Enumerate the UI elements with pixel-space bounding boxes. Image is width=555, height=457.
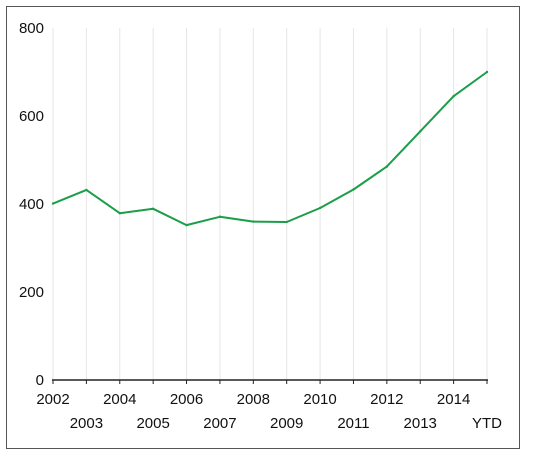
y-tick-label-400: 400: [19, 196, 44, 213]
x-tick-label-2008: 2008: [237, 391, 270, 408]
x-tick-label-2003: 2003: [70, 415, 103, 432]
data-point-2012: [385, 165, 389, 168]
y-tick-label-200: 200: [19, 284, 44, 301]
x-tick-label-2010: 2010: [303, 391, 336, 408]
gridlines: [52, 28, 488, 380]
data-point-2003: [85, 188, 88, 192]
x-tick-labels: 2002200320042005200620072008200920102011…: [36, 391, 502, 432]
x-tick-label-2004: 2004: [103, 391, 136, 408]
x-tick-label-YTD: YTD: [472, 415, 502, 432]
data-point-2007: [218, 215, 222, 218]
data-point-2008: [252, 220, 255, 223]
y-tick-label-0: 0: [36, 372, 44, 389]
x-tick-label-2007: 2007: [203, 415, 236, 432]
data-point-2002: [51, 202, 55, 205]
series-layer: [51, 70, 489, 227]
chart-frame: [6, 6, 520, 449]
series-line-0: [52, 71, 488, 227]
x-tick-label-2012: 2012: [370, 391, 403, 408]
x-tick-label-2014: 2014: [437, 391, 470, 408]
x-tick-label-2002: 2002: [36, 391, 69, 408]
data-point-2011: [352, 188, 355, 191]
x-tick-label-2009: 2009: [270, 415, 303, 432]
data-point-2010: [318, 206, 322, 210]
axes: [52, 379, 488, 384]
data-point-2004: [118, 212, 121, 215]
data-point-2005: [151, 207, 155, 211]
y-tick-labels: 0 200 400 600 800: [19, 20, 44, 389]
data-point-YTD: [485, 70, 489, 74]
y-tick-label-800: 800: [19, 20, 44, 37]
data-point-2009: [285, 220, 288, 224]
data-point-2006: [185, 223, 188, 227]
x-tick-label-2013: 2013: [404, 415, 437, 432]
x-tick-label-2005: 2005: [136, 415, 169, 432]
x-tick-label-2011: 2011: [337, 415, 369, 432]
x-tick-label-2006: 2006: [170, 391, 203, 408]
data-point-2014: [452, 95, 455, 98]
y-tick-label-600: 600: [19, 108, 44, 125]
data-point-2013: [419, 130, 422, 133]
